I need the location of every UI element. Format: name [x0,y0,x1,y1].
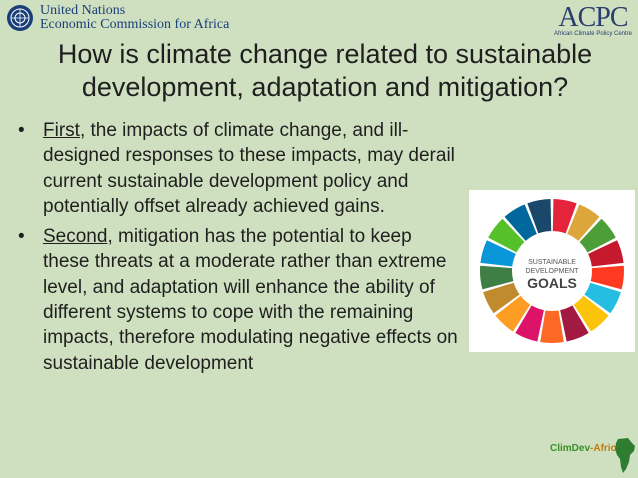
sdg-wheel-icon: SUSTAINABLE DEVELOPMENT GOALS [480,199,624,343]
acpc-subtitle: African Climate Policy Centre [553,31,632,37]
sdg-segment [567,204,600,241]
slide-title-line2: development, adaptation and mitigation? [81,72,569,102]
sdg-line2: DEVELOPMENT [526,268,580,275]
bullet-item-second: • Second, mitigation has the potential t… [18,224,458,376]
sdg-segment [560,305,589,342]
bullet-dot-icon: • [18,120,25,141]
acpc-logo-text: ACPC [558,2,628,33]
sdg-segment [579,218,616,253]
sdg-segment [515,305,544,342]
bullet-lead: First [43,120,80,141]
org-name-line1: United Nations [40,3,126,18]
sdg-segment [527,199,552,234]
sdg-segment [480,265,514,290]
bullet-lead: Second [43,226,108,248]
sdg-segment [488,218,525,253]
sdg-segment [588,240,624,267]
sdg-segment [552,199,577,234]
bullet-text: , mitigation has the potential to keep t… [43,226,458,374]
bullet-list: • First, the impacts of climate change, … [18,118,458,376]
sdg-segment [584,282,621,314]
sdg-segment [495,295,531,332]
climdev-text1: ClimDev [550,443,591,454]
sdg-segment [590,265,624,290]
sdg-segment [504,204,537,241]
sdg-line1: SUSTAINABLE [528,259,576,266]
slide-title: How is climate change related to sustain… [20,38,630,104]
org-name-line2: Economic Commission for Africa [40,17,230,32]
un-emblem-icon [7,5,33,31]
climdev-africa-logo: ClimDev-Africa [550,437,636,475]
sdg-segment [573,295,609,332]
sdg-segment [540,310,564,343]
sdg-segment [483,282,520,314]
climdev-text2: -Africa [590,443,622,454]
slide-title-line1: How is climate change related to sustain… [57,39,593,69]
africa-map-icon [615,438,635,473]
bullet-dot-icon: • [18,226,25,248]
sdg-line3: GOALS [527,275,577,291]
sdg-segment [480,240,516,267]
uneca-logo: United Nations Economic Commission for A… [6,4,229,32]
sdg-wheel-image: SUSTAINABLE DEVELOPMENT GOALS [469,190,635,352]
bullet-item-first: • First, the impacts of climate change, … [18,118,458,219]
bullet-text: , the impacts of climate change, and ill… [43,120,455,217]
acpc-logo: ACPC African Climate Policy Centre [553,2,632,38]
